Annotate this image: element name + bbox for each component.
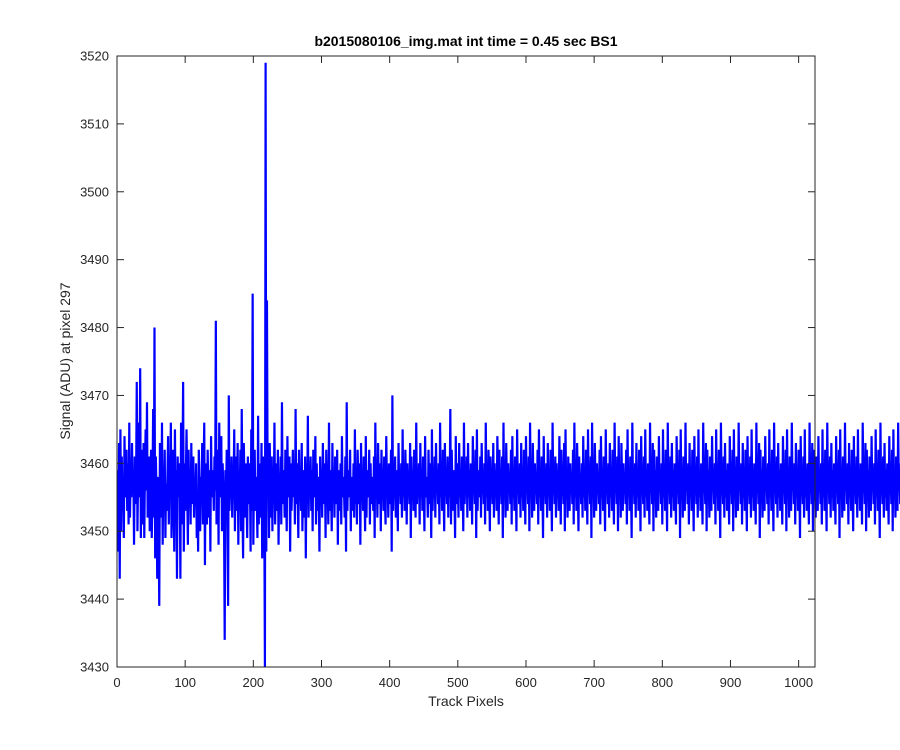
y-tick-label: 3490 xyxy=(80,252,109,267)
x-axis-ticks: 0 100 200 300 400 500 600 700 800 900 1000 xyxy=(113,56,813,690)
x-tick-label: 600 xyxy=(515,675,537,690)
y-tick-label: 3500 xyxy=(80,184,109,199)
plot-area xyxy=(117,56,815,667)
x-tick-label: 100 xyxy=(174,675,196,690)
y-tick-label: 3470 xyxy=(80,388,109,403)
signal-series-line-0 xyxy=(116,62,900,668)
x-axis-label: Track Pixels xyxy=(428,693,504,709)
y-tick-label: 3480 xyxy=(80,320,109,335)
x-tick-label: 0 xyxy=(113,675,120,690)
x-tick-label: 400 xyxy=(379,675,401,690)
y-axis-label: Signal (ADU) at pixel 297 xyxy=(57,282,73,439)
y-tick-label: 3440 xyxy=(80,592,109,607)
y-tick-label: 3520 xyxy=(80,49,109,64)
x-tick-label: 800 xyxy=(651,675,673,690)
y-tick-label: 3430 xyxy=(80,660,109,675)
x-tick-label: 300 xyxy=(311,675,333,690)
x-tick-label: 1000 xyxy=(784,675,813,690)
x-tick-label: 900 xyxy=(720,675,742,690)
x-tick-label: 500 xyxy=(447,675,469,690)
y-axis-ticks: 3430 3440 3450 3460 3470 3480 3490 3500 3510 3520 xyxy=(80,49,815,675)
chart-title: b2015080106_img.mat int time = 0.45 sec … xyxy=(314,33,617,49)
y-tick-label: 3510 xyxy=(80,116,109,131)
series-layer xyxy=(116,62,900,668)
axes-box xyxy=(116,55,816,668)
x-tick-label: 200 xyxy=(242,675,264,690)
y-tick-label: 3450 xyxy=(80,524,109,539)
x-tick-label: 700 xyxy=(583,675,605,690)
y-tick-label: 3460 xyxy=(80,456,109,471)
